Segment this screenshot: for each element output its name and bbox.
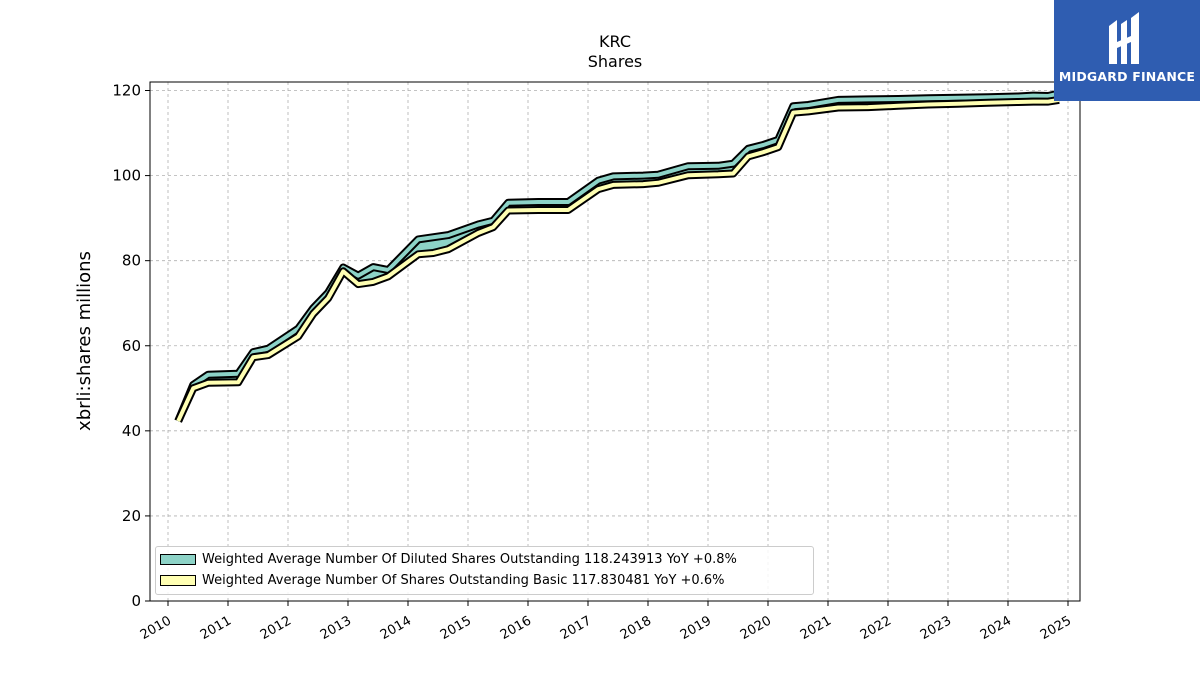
legend-label-diluted: Weighted Average Number Of Diluted Share… (202, 551, 737, 567)
y-tick-label: 0 (131, 592, 141, 610)
y-tick-label: 80 (122, 252, 141, 270)
grid-lines (150, 82, 1080, 601)
x-tick-label: 2017 (558, 613, 594, 643)
x-tick-label: 2018 (618, 613, 654, 643)
y-tick-label: 100 (112, 167, 141, 185)
x-axis-ticks: 2010 2011 2012 2013 2014 2015 2016 2017 2018 2019… (138, 601, 1074, 643)
x-tick-label: 2013 (318, 613, 354, 643)
x-tick-label: 2010 (138, 613, 174, 643)
logo-text: MIDGARD FINANCE (1058, 69, 1196, 84)
series-areas (178, 93, 1059, 422)
x-tick-label: 2014 (378, 613, 414, 643)
x-tick-label: 2020 (738, 613, 774, 643)
y-tick-label: 20 (122, 507, 141, 525)
x-tick-label: 2019 (678, 613, 714, 643)
plot-frame (149, 81, 1081, 602)
x-tick-label: 2022 (858, 613, 894, 643)
chart-legend: Weighted Average Number Of Diluted Share… (155, 546, 814, 595)
x-tick-label: 2011 (198, 613, 234, 643)
midgard-logo-icon (1109, 12, 1139, 64)
x-tick-label: 2023 (918, 613, 954, 643)
legend-label-basic: Weighted Average Number Of Shares Outsta… (202, 572, 725, 588)
area-diluted-shares (178, 93, 1059, 422)
x-tick-label: 2025 (1038, 613, 1074, 643)
x-tick-label: 2015 (438, 613, 474, 643)
legend-item-basic: Weighted Average Number Of Shares Outsta… (160, 571, 724, 589)
line-basic (176, 97, 1060, 422)
y-tick-label: 40 (122, 422, 141, 440)
x-tick-label: 2024 (978, 613, 1014, 643)
midgard-finance-logo: MIDGARD FINANCE (1054, 0, 1200, 101)
y-axis-ticks: 0 20 40 60 80 100 120 (112, 82, 150, 610)
line-diluted (176, 91, 1060, 422)
series-lines (174, 89, 1060, 423)
legend-item-diluted: Weighted Average Number Of Diluted Share… (160, 550, 737, 568)
legend-swatch-basic (160, 574, 196, 586)
x-tick-label: 2016 (498, 613, 534, 643)
x-tick-label: 2012 (258, 613, 294, 643)
legend-swatch-diluted (160, 553, 196, 565)
line-outline-diluted (174, 89, 1060, 423)
chart-subtitle: Shares (587, 52, 643, 71)
chart-title: KRC (599, 32, 631, 51)
y-tick-label: 120 (112, 82, 141, 100)
x-tick-label: 2021 (798, 613, 834, 643)
y-tick-label: 60 (122, 337, 141, 355)
y-axis-label: xbrli:shares millions (74, 251, 95, 431)
